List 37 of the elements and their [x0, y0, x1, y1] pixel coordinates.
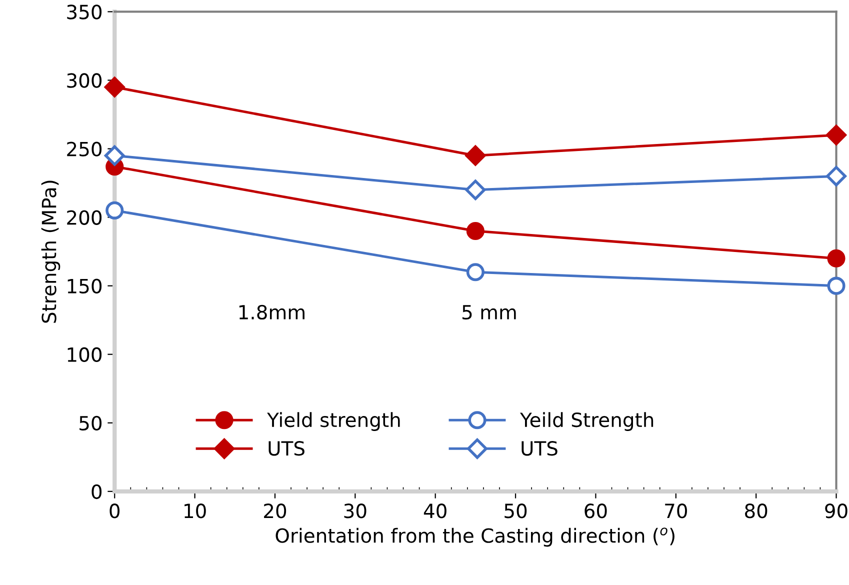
- point: [827, 276, 846, 295]
- x-tick-label: 80: [745, 504, 768, 518]
- point: [827, 249, 846, 268]
- x-tick-label: 50: [504, 504, 527, 518]
- annotation: 5 mm: [462, 305, 516, 320]
- y-axis-title: Strength (MPa): [41, 180, 60, 323]
- y-tick-label: 100: [68, 347, 102, 362]
- x-tick-label: 90: [825, 504, 848, 518]
- point: [466, 222, 484, 240]
- legend-label: UTS: [522, 441, 558, 456]
- y-tick-label: 150: [68, 278, 102, 294]
- point: [106, 201, 124, 220]
- annotation: 1.8mm: [239, 304, 304, 320]
- x-tick-label: 70: [665, 504, 687, 518]
- x-tick-label: 30: [344, 504, 366, 518]
- y-tick-label: 250: [67, 142, 102, 156]
- point: [465, 180, 486, 200]
- y-tick-label: 200: [67, 210, 102, 225]
- x-tick-label: 60: [584, 504, 607, 518]
- point: [826, 124, 846, 146]
- x-tick-label: 10: [184, 504, 206, 518]
- point: [826, 166, 846, 186]
- legend-label: UTS: [268, 441, 304, 456]
- y-tick-label: 0: [92, 484, 102, 500]
- y-tick-label: 300: [67, 73, 102, 88]
- point: [104, 76, 125, 98]
- x-tick-label: 0: [110, 504, 120, 518]
- x-tick-label: 40: [424, 504, 446, 518]
- y-tick-label: 350: [67, 4, 102, 20]
- legend-label: Yeild Strength: [520, 412, 654, 431]
- point: [104, 145, 125, 166]
- x-tick-label: 20: [264, 504, 286, 518]
- point: [465, 145, 486, 166]
- legend-label: Yield strength: [267, 412, 400, 431]
- point: [466, 263, 484, 282]
- y-tick-label: 50: [80, 416, 102, 431]
- x-axis-title: Orientation from the Casting direction ($^{o}$): [276, 528, 674, 547]
